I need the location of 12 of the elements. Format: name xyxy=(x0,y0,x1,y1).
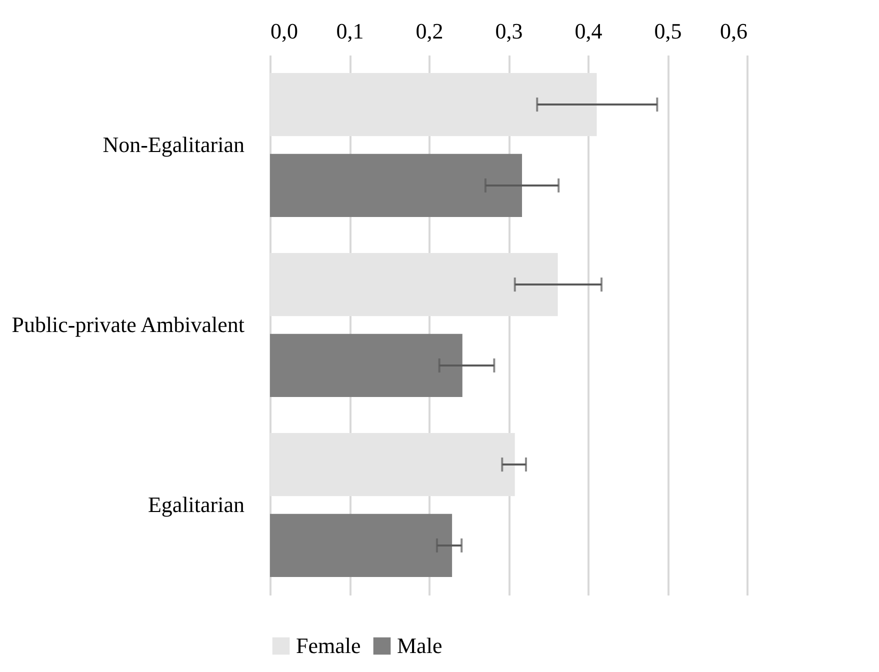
x-tick-label: 0,3 xyxy=(495,18,523,44)
x-tick-label: 0,0 xyxy=(270,18,298,44)
y-tick-label: Public-private Ambivalent xyxy=(12,312,244,337)
x-tick-label: 0,2 xyxy=(416,18,444,44)
x-tick-label: 0,4 xyxy=(574,18,602,44)
x-tick-label: 0,6 xyxy=(720,18,748,44)
y-tick-label: Egalitarian xyxy=(148,492,244,517)
y-tick-label: Non-Egalitarian xyxy=(102,132,244,157)
legend-label: Female xyxy=(296,633,361,658)
x-tick-label: 0,1 xyxy=(336,18,364,44)
x-tick-label: 0,5 xyxy=(654,18,682,44)
legend-label: Male xyxy=(397,633,442,658)
